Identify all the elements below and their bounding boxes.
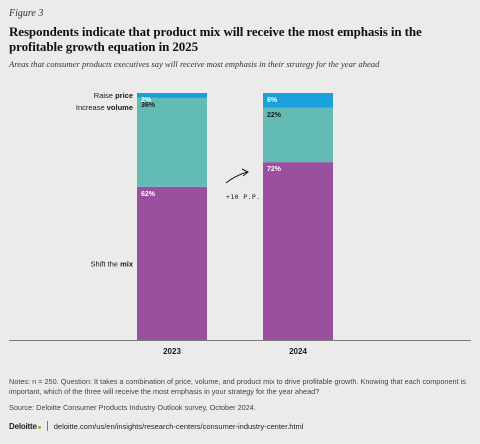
data-label: 22% xyxy=(267,112,282,119)
figure-label: Figure 3 xyxy=(9,8,44,19)
footer: Deloitte deloitte.com/us/en/insights/res… xyxy=(9,421,303,431)
x-tick-label: 2023 xyxy=(163,347,181,356)
chart-subtitle: Areas that consumer products executives … xyxy=(9,59,380,69)
data-label: 6% xyxy=(267,97,278,104)
chart-source: Source: Deloitte Consumer Products Indus… xyxy=(9,403,256,412)
bar-segment xyxy=(137,93,207,98)
data-label: 62% xyxy=(141,191,156,198)
logo-dot-icon xyxy=(37,425,41,429)
series-label: Shift the mix xyxy=(90,259,133,268)
annotation-text: +10 P.P. xyxy=(226,193,261,201)
footer-divider xyxy=(46,421,48,431)
x-tick-label: 2024 xyxy=(289,347,307,356)
data-label: 72% xyxy=(267,166,282,173)
bar-segment xyxy=(263,107,333,163)
deloitte-logo: Deloitte xyxy=(9,422,41,431)
series-label: Increase volume xyxy=(76,103,133,112)
bar-segment xyxy=(263,162,333,340)
arrow-head-icon xyxy=(241,168,249,177)
chart-title: Respondents indicate that product mix wi… xyxy=(9,24,422,54)
bar-segment xyxy=(137,186,207,340)
data-label: 2% xyxy=(141,97,152,104)
bar-segment xyxy=(137,97,207,187)
logo-text: Deloitte xyxy=(9,421,37,431)
footer-url[interactable]: deloitte.com/us/en/insights/research-cen… xyxy=(53,421,304,431)
data-label: 36% xyxy=(141,102,156,109)
series-label: Raise price xyxy=(94,91,133,100)
annotation-arrow xyxy=(225,171,248,184)
bar-segment xyxy=(263,93,333,108)
stacked-bar-chart: 62% 36%2% 2023 72% 22% 6% 2024 Shift the mix Inc… xyxy=(9,91,471,356)
chart-notes: Notes: n = 250. Question: It takes a com… xyxy=(9,377,466,396)
